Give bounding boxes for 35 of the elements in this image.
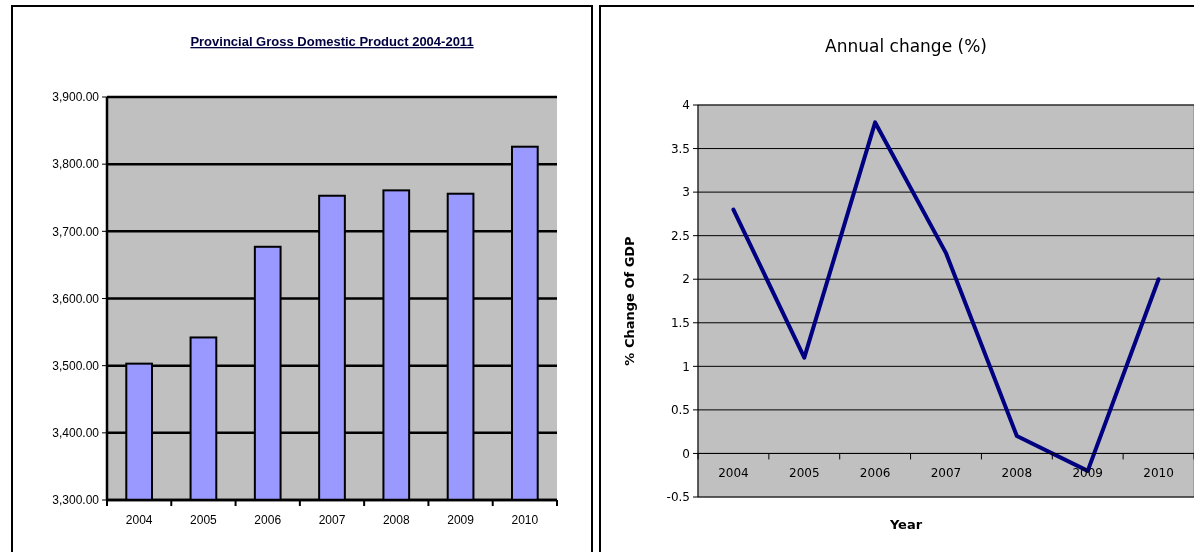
y-tick-label: 3 xyxy=(682,185,690,200)
x-tick-label: 2004 xyxy=(718,466,749,481)
y-tick-label: 0.5 xyxy=(670,403,690,418)
y-tick-label: 3,300.00 xyxy=(52,493,100,508)
x-tick-label: 2010 xyxy=(1143,466,1174,481)
y-tick-label: 3,500.00 xyxy=(52,358,100,373)
x-tick-label: 2005 xyxy=(789,466,820,481)
x-axis-title: Year xyxy=(888,517,923,532)
y-tick-label: -0.5 xyxy=(666,490,690,505)
y-tick-label: 3,900.00 xyxy=(52,90,100,105)
y-tick-label: 3,700.00 xyxy=(52,224,100,239)
x-tick-label: 2010 xyxy=(511,513,539,527)
y-tick-label: 0 xyxy=(682,446,690,461)
x-tick-label: 2004 xyxy=(125,513,153,527)
x-tick-label: 2009 xyxy=(447,513,475,527)
x-tick-label: 2009 xyxy=(1072,466,1103,481)
x-tick-label: 2007 xyxy=(318,513,346,527)
y-tick-label: 4 xyxy=(682,98,690,113)
y-tick-label: 2 xyxy=(682,272,690,287)
x-tick-label: 2007 xyxy=(930,466,962,481)
chart-title: Annual change (%) xyxy=(825,36,987,56)
chart-title: Provincial Gross Domestic Product 2004-2011 xyxy=(190,34,474,49)
y-axis-title: % Change Of GDP xyxy=(622,236,637,366)
y-tick-label: 2.5 xyxy=(670,228,690,243)
x-tick-label: 2008 xyxy=(382,513,410,527)
x-tick-label: 2005 xyxy=(190,513,218,527)
y-tick-label: 1.5 xyxy=(670,315,690,330)
y-tick-label: 3.5 xyxy=(670,141,690,156)
y-tick-label: 3,400.00 xyxy=(52,426,100,441)
x-tick-label: 2008 xyxy=(1001,466,1033,481)
x-tick-label: 2006 xyxy=(859,466,891,481)
x-tick-label: 2006 xyxy=(254,513,282,527)
y-tick-label: 1 xyxy=(682,359,690,374)
y-tick-label: 3,600.00 xyxy=(52,291,100,306)
y-tick-label: 3,800.00 xyxy=(52,157,100,172)
